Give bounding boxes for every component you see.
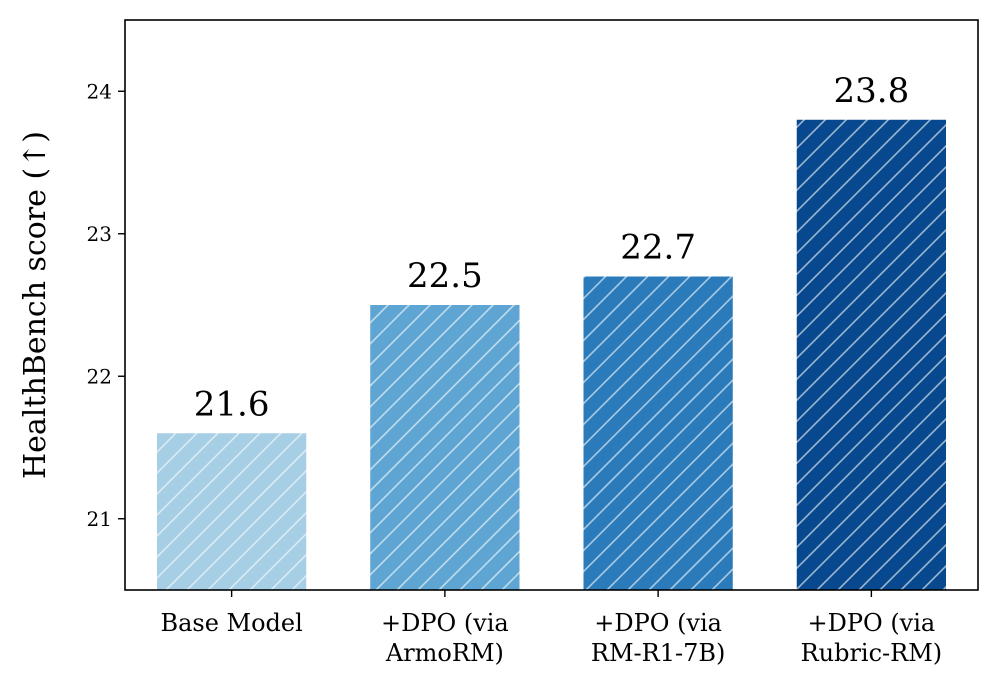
bar bbox=[156, 433, 307, 590]
x-tick-label: +DPO (via bbox=[594, 609, 722, 637]
bar bbox=[583, 276, 733, 590]
y-axis: 21 22 23 24 bbox=[87, 79, 125, 531]
bar-value-label: 22.5 bbox=[407, 256, 483, 296]
x-tick-label: Base Model bbox=[160, 609, 302, 637]
x-tick-label: +DPO (via bbox=[381, 609, 509, 637]
bar bbox=[370, 305, 520, 590]
x-tick-label: Rubric-RM) bbox=[801, 639, 943, 667]
y-axis-label: HealthBench score (↑) bbox=[18, 131, 53, 479]
y-tick-label: 22 bbox=[87, 364, 112, 388]
bars bbox=[156, 119, 947, 590]
bar-value-label: 22.7 bbox=[620, 228, 696, 268]
x-tick-label: +DPO (via bbox=[808, 609, 936, 637]
y-tick-label: 24 bbox=[87, 79, 112, 103]
y-tick-label: 21 bbox=[87, 507, 112, 531]
data-labels: 21.6 22.5 22.7 23.8 bbox=[194, 71, 909, 425]
x-tick-label: RM-R1-7B) bbox=[591, 639, 725, 667]
bar bbox=[796, 119, 947, 590]
y-tick-label: 23 bbox=[87, 222, 112, 246]
bar-value-label: 23.8 bbox=[834, 71, 910, 111]
x-tick-label: ArmoRM) bbox=[385, 639, 504, 667]
bar-value-label: 21.6 bbox=[194, 384, 270, 424]
plot-frame bbox=[124, 19, 979, 591]
